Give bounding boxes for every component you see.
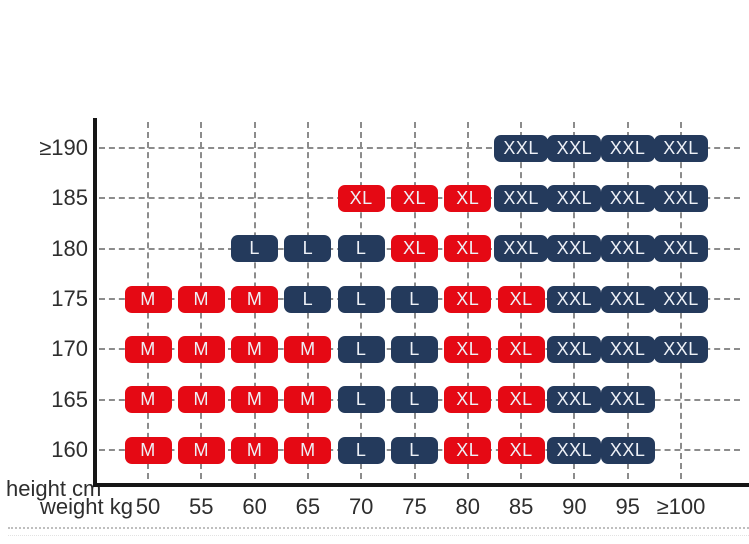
- x-tick-label: 75: [402, 494, 427, 519]
- size-badge: L: [337, 436, 385, 464]
- size-badge: XXL: [547, 436, 602, 464]
- size-badge: L: [391, 335, 438, 363]
- size-badge: XXL: [600, 235, 655, 263]
- size-badge: XXL: [494, 235, 549, 263]
- size-badge: XXL: [600, 184, 655, 212]
- size-badge: M: [284, 335, 332, 363]
- y-tick-label: 170: [51, 336, 88, 362]
- size-badge: L: [337, 235, 385, 263]
- y-tick-label: 165: [51, 386, 88, 412]
- x-tick-label: 80: [455, 494, 481, 519]
- x-tick-label: 55: [189, 494, 214, 519]
- y-tick-label: 175: [51, 286, 88, 312]
- size-badge: M: [124, 335, 172, 363]
- size-badge: XL: [444, 335, 492, 363]
- size-badge: XXL: [654, 285, 708, 313]
- size-badge: XXL: [654, 235, 708, 263]
- size-badge: M: [231, 436, 279, 464]
- size-badge: L: [284, 285, 332, 313]
- x-tick-label: 50: [135, 494, 161, 519]
- size-badge: M: [231, 285, 279, 313]
- size-badge: L: [337, 285, 385, 313]
- size-badge: L: [391, 285, 438, 313]
- size-badge: XXL: [547, 285, 602, 313]
- size-badge: XXL: [654, 134, 708, 162]
- x-axis-title: weight kg: [40, 494, 133, 519]
- size-badge: XL: [444, 184, 492, 212]
- x-tick-label: 65: [295, 494, 321, 519]
- size-badge: M: [124, 386, 172, 414]
- size-badge: M: [177, 386, 225, 414]
- grid-hline: [99, 147, 740, 149]
- size-badge: XXL: [494, 134, 549, 162]
- size-badge: L: [337, 386, 385, 414]
- y-axis-line: [93, 118, 97, 487]
- x-tick-label: ≥100: [656, 494, 706, 519]
- bottom-dotted-divider: [8, 527, 749, 529]
- y-tick-label: 180: [51, 235, 88, 261]
- size-badge: L: [231, 235, 279, 263]
- size-badge: XXL: [547, 335, 602, 363]
- y-tick-label: 185: [51, 185, 88, 211]
- bottom-dotted-divider-2: [8, 535, 749, 536]
- size-badge: M: [284, 386, 332, 414]
- size-badge: XL: [444, 436, 492, 464]
- x-tick-label: 90: [562, 494, 587, 519]
- size-badge: XL: [444, 386, 492, 414]
- size-badge: M: [231, 335, 279, 363]
- size-badge: XXL: [654, 335, 708, 363]
- size-badge: XXL: [547, 386, 602, 414]
- size-badge: XL: [444, 235, 492, 263]
- size-badge: XL: [337, 184, 385, 212]
- x-tick-label: 95: [615, 494, 640, 519]
- size-badge: XL: [497, 386, 545, 414]
- size-badge: XXL: [547, 184, 602, 212]
- size-badge: M: [124, 285, 172, 313]
- size-badge: XL: [497, 436, 545, 464]
- size-badge: XXL: [547, 235, 602, 263]
- size-badge: L: [284, 235, 332, 263]
- x-tick-label: 70: [348, 494, 374, 519]
- size-badge: M: [177, 335, 225, 363]
- size-badge: XXL: [600, 436, 655, 464]
- size-badge: L: [391, 386, 438, 414]
- size-badge: XL: [497, 285, 545, 313]
- size-badge: L: [337, 335, 385, 363]
- y-axis-title: height cm: [6, 476, 102, 501]
- x-tick-label: 85: [508, 494, 534, 519]
- size-badge: XXL: [654, 184, 708, 212]
- size-badge: XXL: [547, 134, 602, 162]
- y-tick-label: 160: [51, 437, 88, 463]
- size-badge: XL: [497, 335, 545, 363]
- size-badge: XL: [444, 285, 492, 313]
- x-tick-label: 60: [242, 494, 267, 519]
- size-badge: XXL: [600, 335, 655, 363]
- size-badge: XXL: [600, 134, 655, 162]
- size-badge: M: [177, 436, 225, 464]
- size-badge: XXL: [600, 285, 655, 313]
- y-tick-label: ≥190: [39, 135, 88, 160]
- size-badge: L: [391, 436, 438, 464]
- size-badge: M: [177, 285, 225, 313]
- size-badge: XL: [391, 184, 438, 212]
- size-badge: XL: [391, 235, 438, 263]
- size-badge: M: [124, 436, 172, 464]
- size-badge: XXL: [600, 386, 655, 414]
- size-badge: M: [231, 386, 279, 414]
- size-badge: M: [284, 436, 332, 464]
- x-axis-line: [93, 483, 749, 487]
- size-badge: XXL: [494, 184, 549, 212]
